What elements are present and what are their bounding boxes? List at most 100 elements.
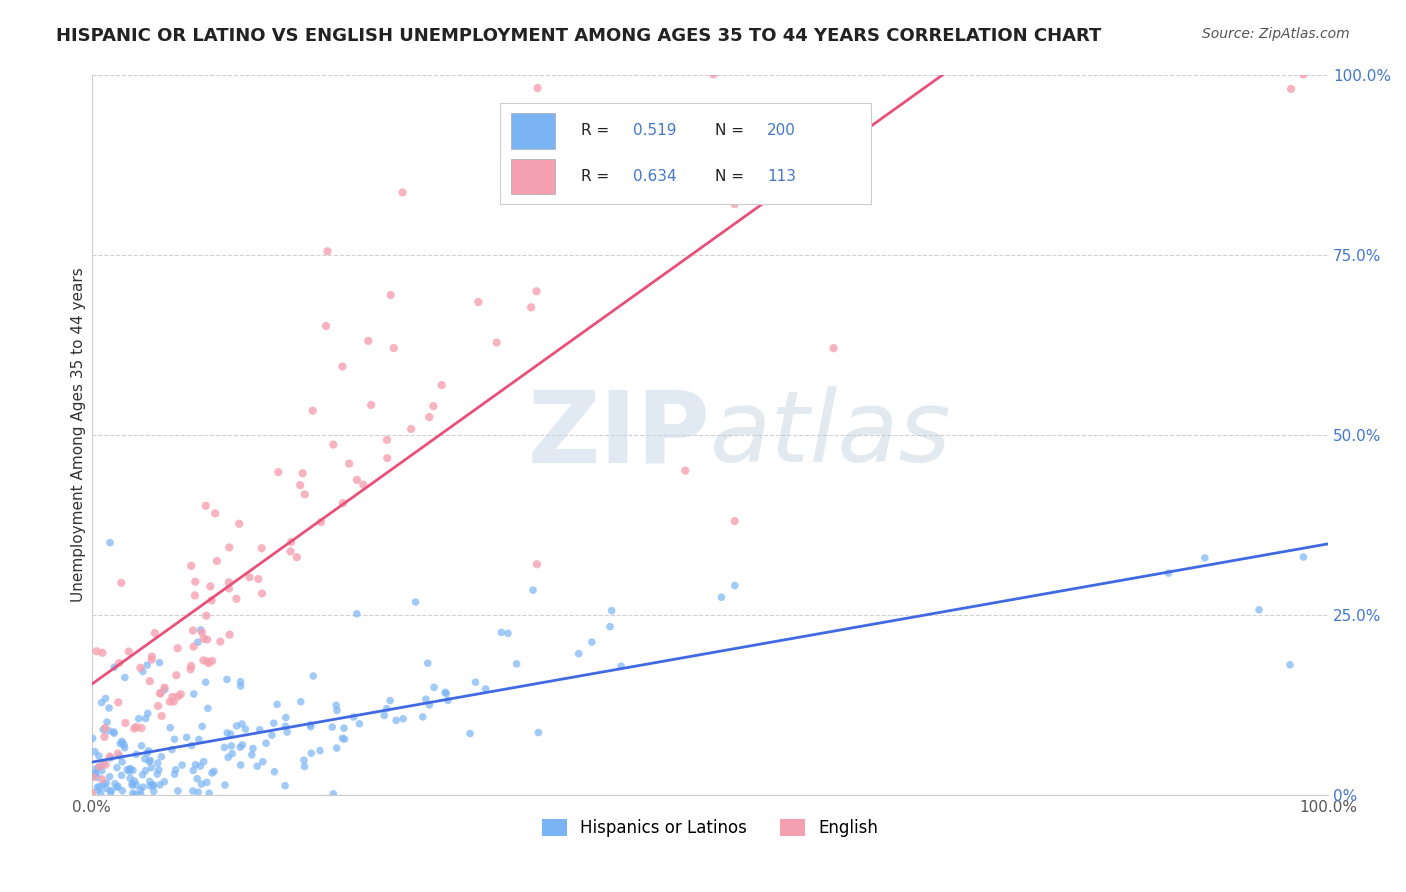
Point bbox=[321, 720, 343, 734]
Point bbox=[120, 771, 142, 785]
Point bbox=[235, 722, 257, 736]
Point bbox=[124, 774, 146, 789]
Point bbox=[159, 721, 181, 735]
Point bbox=[231, 738, 253, 752]
Point bbox=[724, 197, 747, 211]
Point bbox=[274, 779, 297, 793]
Point bbox=[375, 451, 398, 466]
Point bbox=[229, 679, 252, 693]
Point bbox=[176, 731, 198, 745]
Point bbox=[138, 744, 160, 758]
Point bbox=[193, 755, 215, 769]
Point bbox=[702, 68, 724, 82]
Point bbox=[190, 777, 212, 791]
Point bbox=[599, 159, 621, 173]
Point bbox=[114, 716, 136, 731]
Point bbox=[434, 687, 457, 701]
Point bbox=[167, 690, 190, 704]
Point bbox=[333, 732, 356, 747]
Point bbox=[115, 763, 138, 777]
Point bbox=[148, 656, 170, 670]
Point bbox=[122, 786, 145, 800]
Point bbox=[180, 739, 202, 753]
Point bbox=[599, 620, 621, 634]
Point bbox=[219, 727, 242, 741]
Point bbox=[125, 778, 148, 792]
Point bbox=[385, 714, 408, 728]
Point bbox=[194, 499, 217, 513]
Y-axis label: Unemployment Among Ages 35 to 44 years: Unemployment Among Ages 35 to 44 years bbox=[72, 268, 86, 602]
Point bbox=[325, 698, 347, 713]
Point bbox=[118, 762, 141, 776]
Point bbox=[200, 579, 222, 593]
Point bbox=[111, 755, 134, 769]
Point bbox=[266, 698, 288, 712]
Point bbox=[160, 742, 183, 756]
Point bbox=[360, 398, 382, 412]
Text: atlas: atlas bbox=[710, 386, 952, 483]
Point bbox=[200, 593, 222, 607]
Point bbox=[112, 738, 135, 752]
Point bbox=[108, 748, 131, 763]
Point bbox=[418, 410, 440, 425]
Point bbox=[105, 761, 128, 775]
Point bbox=[522, 583, 544, 598]
Point bbox=[124, 722, 146, 736]
Point bbox=[346, 473, 368, 487]
Point bbox=[111, 736, 134, 750]
Point bbox=[131, 768, 153, 782]
Point bbox=[1249, 603, 1271, 617]
Point bbox=[143, 626, 166, 640]
Point bbox=[217, 750, 239, 764]
Point bbox=[100, 785, 122, 799]
Point bbox=[197, 701, 219, 715]
Point bbox=[170, 687, 193, 701]
Point bbox=[110, 737, 132, 751]
Point bbox=[153, 682, 176, 697]
Point bbox=[183, 640, 205, 654]
Point bbox=[141, 649, 163, 664]
Point bbox=[131, 739, 153, 753]
Point bbox=[142, 778, 165, 792]
Point bbox=[302, 669, 325, 683]
Point bbox=[139, 779, 162, 793]
Point bbox=[188, 759, 211, 773]
Point bbox=[184, 589, 207, 603]
Text: HISPANIC OR LATINO VS ENGLISH UNEMPLOYMENT AMONG AGES 35 TO 44 YEARS CORRELATION: HISPANIC OR LATINO VS ENGLISH UNEMPLOYME… bbox=[56, 27, 1102, 45]
Point bbox=[1279, 82, 1302, 96]
Point bbox=[218, 582, 240, 596]
Point bbox=[153, 681, 176, 695]
Point bbox=[138, 755, 160, 769]
Point bbox=[153, 774, 176, 789]
Point bbox=[162, 690, 184, 704]
Point bbox=[352, 477, 374, 491]
Point bbox=[121, 778, 143, 792]
Point bbox=[149, 686, 172, 700]
Point bbox=[129, 783, 152, 797]
Point bbox=[136, 746, 159, 760]
Point bbox=[333, 721, 356, 735]
Point bbox=[163, 767, 186, 781]
Point bbox=[214, 778, 236, 792]
Point bbox=[375, 701, 398, 715]
Legend: Hispanics or Latinos, English: Hispanics or Latinos, English bbox=[534, 813, 884, 844]
Point bbox=[600, 604, 623, 618]
Point bbox=[467, 295, 489, 310]
Point bbox=[82, 768, 104, 782]
Point bbox=[658, 146, 681, 161]
Point bbox=[108, 656, 131, 670]
Point bbox=[94, 721, 117, 735]
Point bbox=[526, 285, 548, 299]
Point bbox=[146, 756, 169, 770]
Point bbox=[294, 759, 316, 773]
Point bbox=[357, 334, 380, 348]
Point bbox=[165, 763, 187, 777]
Point bbox=[434, 685, 457, 699]
Point bbox=[139, 753, 162, 767]
Point bbox=[205, 554, 228, 568]
Point bbox=[218, 627, 240, 641]
Point bbox=[138, 774, 160, 789]
Point bbox=[111, 734, 134, 748]
Point bbox=[610, 659, 633, 673]
Point bbox=[134, 752, 156, 766]
